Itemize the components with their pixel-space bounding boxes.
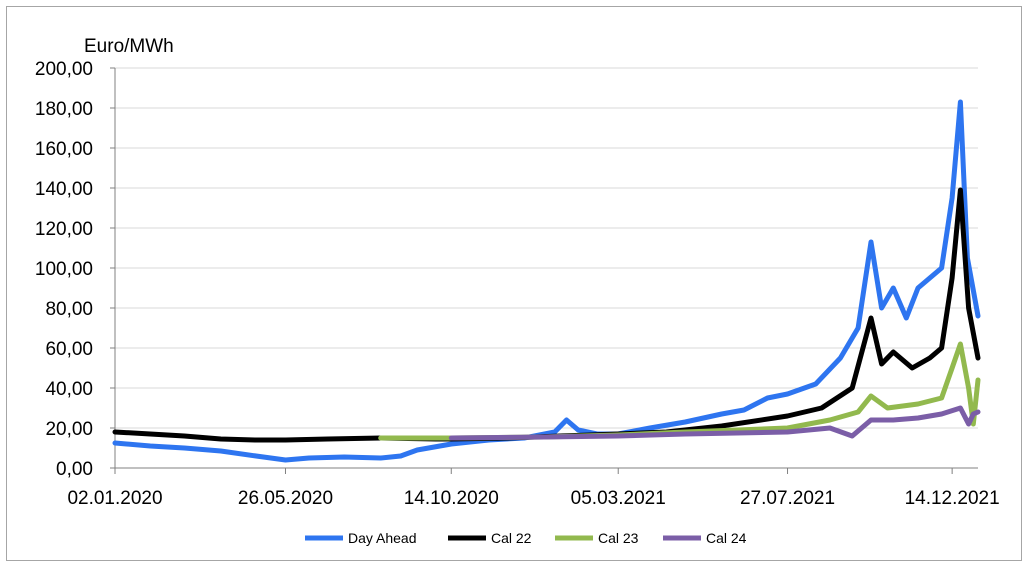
legend-label: Cal 23 bbox=[598, 530, 639, 546]
y-tick-label: 60,00 bbox=[45, 339, 93, 360]
x-tick-label: 05.03.2021 bbox=[571, 488, 666, 509]
series-line-day-ahead bbox=[112, 99, 981, 463]
series-line-cal-22 bbox=[112, 187, 981, 443]
x-tick-label: 14.12.2021 bbox=[905, 488, 1000, 509]
x-tick-label: 14.10.2020 bbox=[404, 488, 499, 509]
y-tick-label: 120,00 bbox=[35, 219, 93, 240]
legend-label: Day Ahead bbox=[348, 530, 417, 546]
x-tick-label: 02.01.2020 bbox=[67, 488, 162, 509]
y-tick-label: 80,00 bbox=[45, 299, 93, 320]
legend: Day Ahead Cal 22 Cal 23 Cal 24 bbox=[305, 530, 747, 546]
y-tick-label: 40,00 bbox=[45, 379, 93, 400]
y-tick-label: 160,00 bbox=[35, 139, 93, 160]
y-tick-label: 0,00 bbox=[56, 459, 93, 480]
x-tick-label: 26.05.2020 bbox=[238, 488, 333, 509]
y-axis-unit-label: Euro/MWh bbox=[84, 36, 174, 57]
tick-labels: 0,00 20,00 40,00 60,00 80,00 100,00 120,00 140,… bbox=[35, 59, 1000, 509]
series-lines bbox=[112, 99, 981, 463]
legend-label: Cal 24 bbox=[706, 530, 747, 546]
series-line-cal-24 bbox=[448, 405, 981, 441]
axes bbox=[110, 67, 978, 474]
legend-label: Cal 22 bbox=[491, 530, 532, 546]
gridlines bbox=[115, 67, 978, 429]
y-tick-label: 20,00 bbox=[45, 419, 93, 440]
x-tick-label: 27.07.2021 bbox=[740, 488, 835, 509]
y-tick-label: 100,00 bbox=[35, 259, 93, 280]
y-tick-label: 140,00 bbox=[35, 179, 93, 200]
y-tick-label: 180,00 bbox=[35, 99, 93, 120]
y-tick-label: 200,00 bbox=[35, 59, 93, 80]
